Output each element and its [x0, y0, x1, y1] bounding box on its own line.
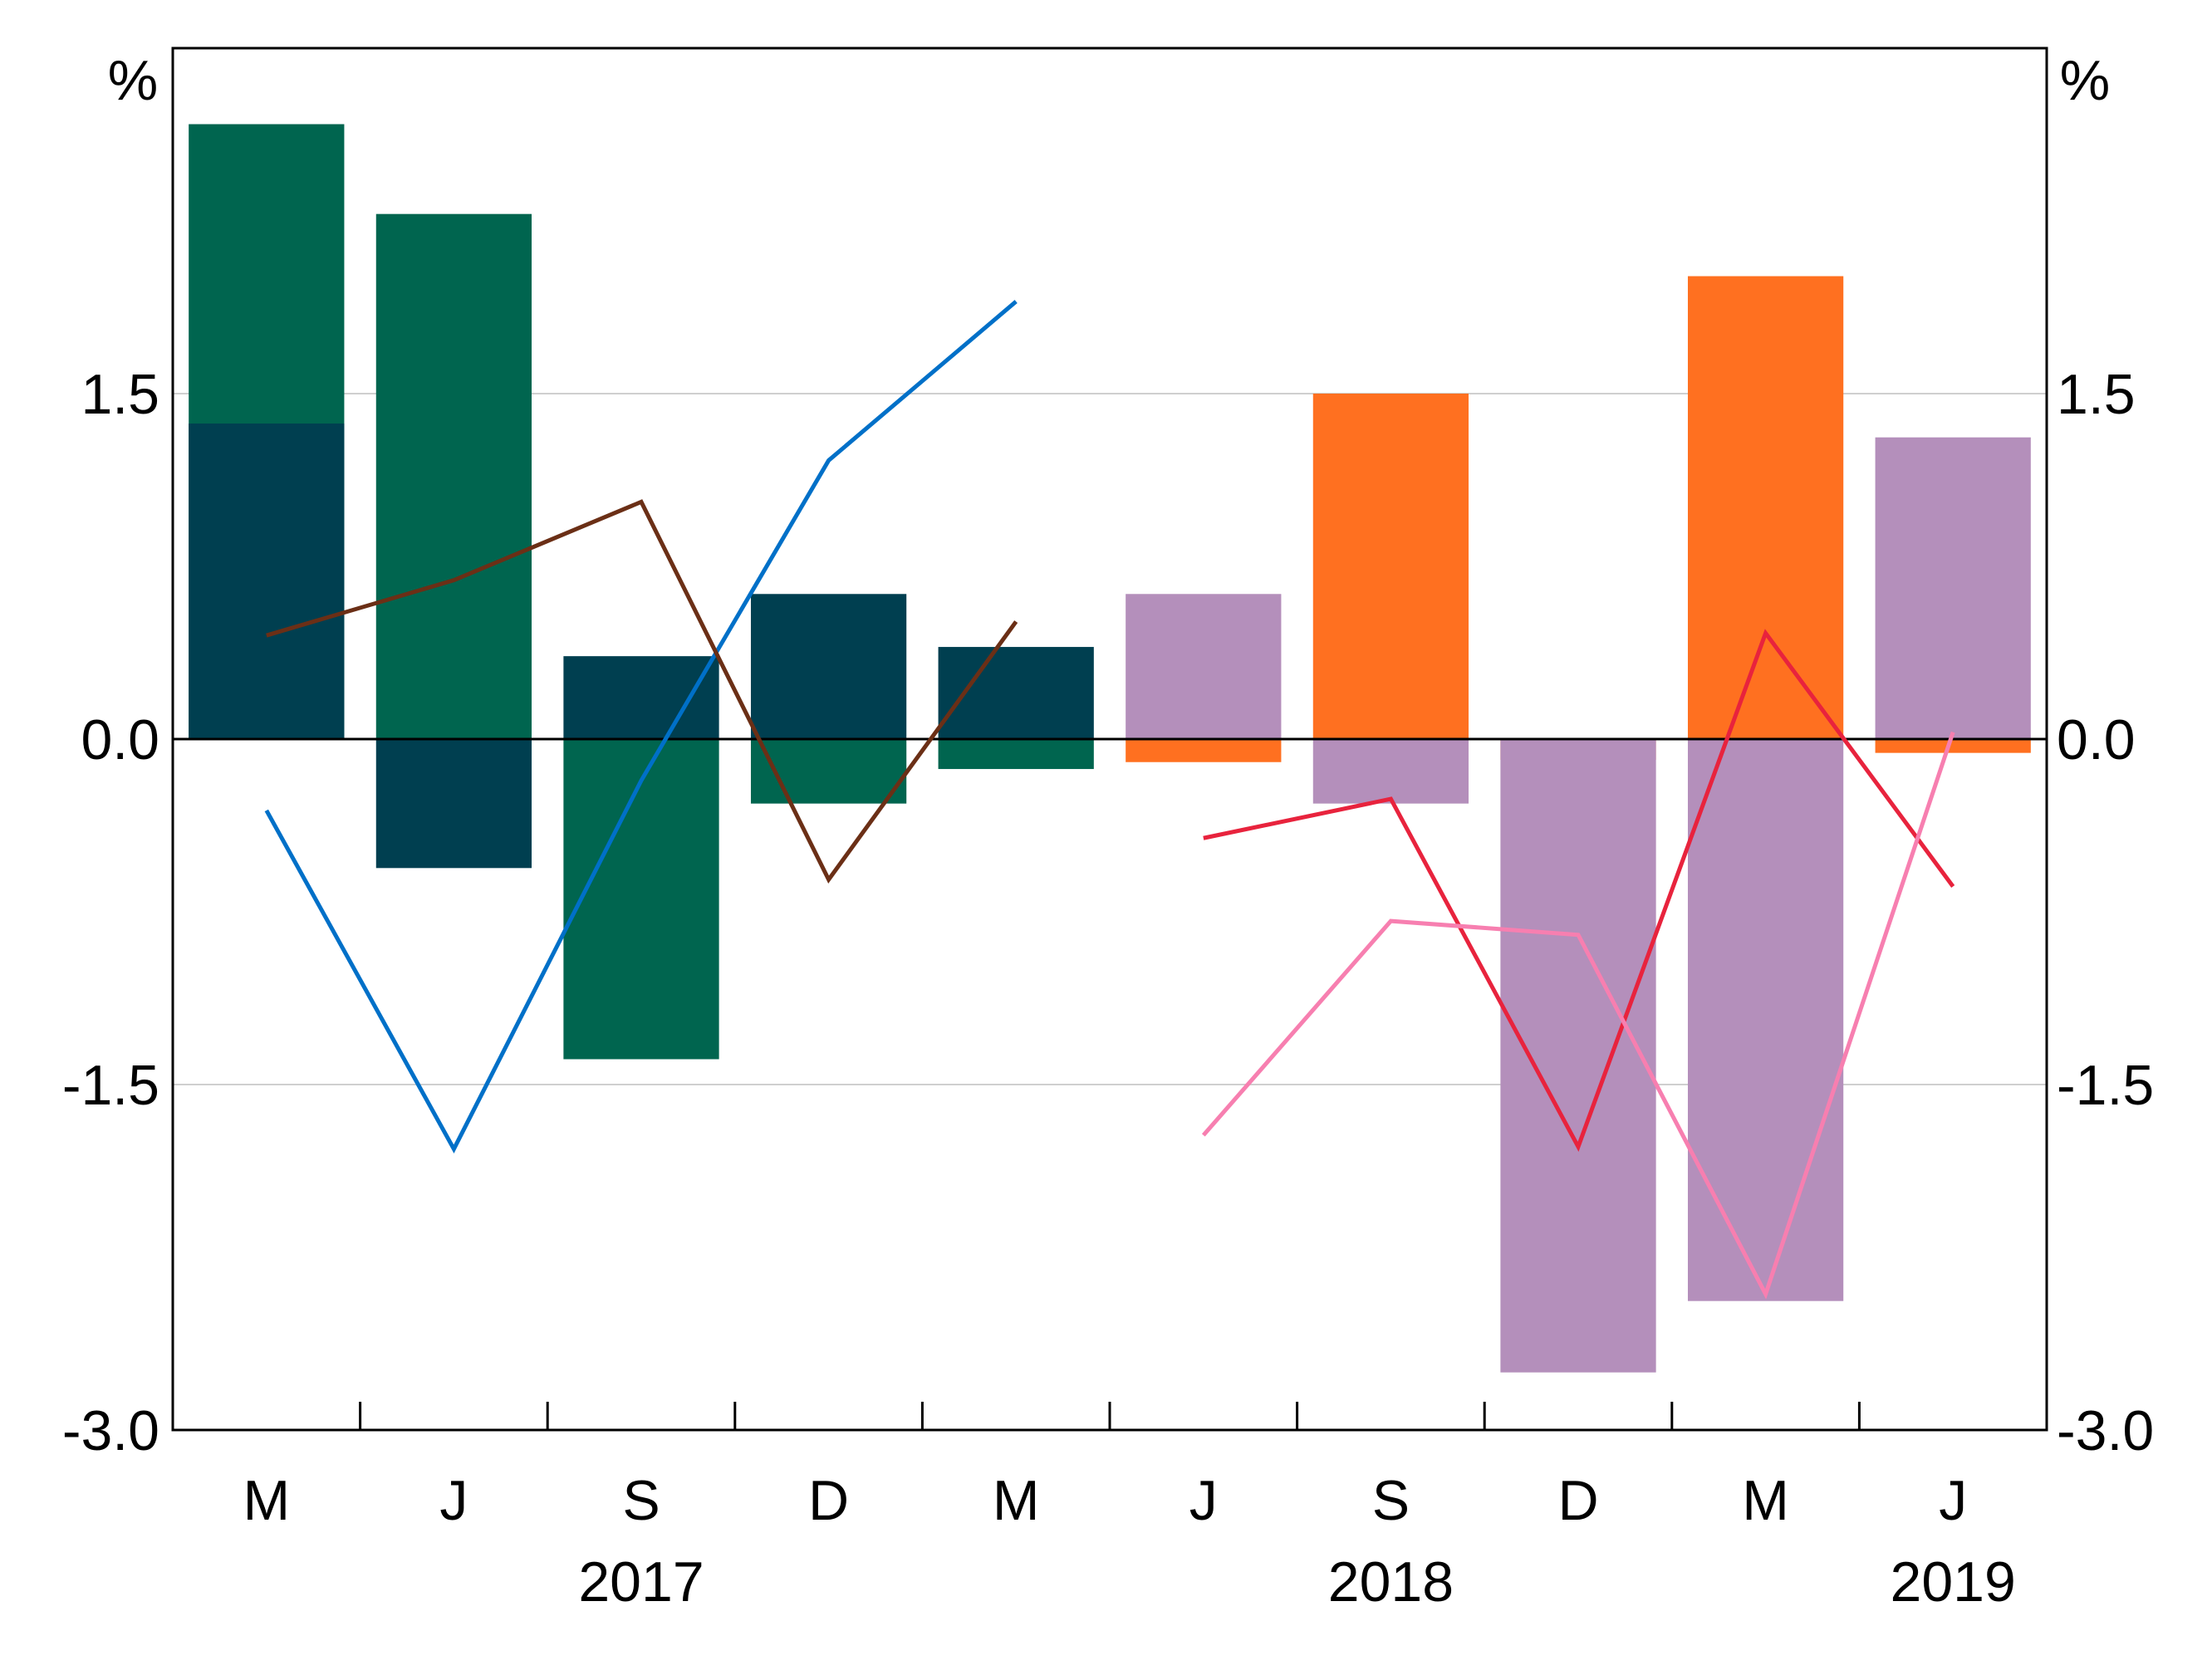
left-unit-label: % — [108, 49, 158, 112]
y-tick-label-right-3: -3.0 — [2057, 1399, 2154, 1462]
bar-s0-1 — [375, 213, 532, 739]
y-tick-label-left-0: 1.5 — [81, 363, 159, 426]
y-tick-label-left-2: -1.5 — [62, 1054, 159, 1117]
line-series-0 — [264, 300, 1018, 1153]
x-tick-label-4: M — [993, 1469, 1040, 1532]
year-label-1: 2018 — [1328, 1550, 1454, 1614]
year-label-2: 2019 — [1891, 1550, 2016, 1614]
bar-s0-4 — [938, 739, 1094, 770]
x-tick-label-6: S — [1372, 1469, 1410, 1532]
x-ticks — [359, 1402, 1861, 1430]
line-series-2 — [1203, 629, 1955, 1152]
x-tick-label-9: J — [1939, 1469, 1967, 1532]
bar-s1-0 — [189, 424, 345, 739]
bar-s3-6 — [1312, 739, 1469, 804]
bar-s3-5 — [1126, 594, 1282, 739]
x-tick-label-5: J — [1189, 1469, 1218, 1532]
bar-s0-2 — [563, 739, 719, 1060]
y-tick-label-left-1: 0.0 — [81, 708, 159, 771]
x-tick-label-1: J — [439, 1469, 468, 1532]
bar-s1-1 — [375, 739, 532, 869]
bar-s3-7 — [1500, 739, 1656, 1373]
bar-s2-9 — [1875, 739, 2031, 753]
bar-s1-2 — [563, 656, 719, 739]
bar-s1-3 — [750, 594, 907, 739]
line-series-3 — [1201, 731, 1955, 1300]
bar-s3-8 — [1687, 739, 1844, 1301]
line-series-1 — [266, 499, 1018, 884]
right-unit-label: % — [2060, 49, 2110, 112]
x-tick-label-7: D — [1557, 1469, 1598, 1532]
y-tick-labels: 1.5 1.5 0.0 0.0 -1.5 -1.5 -3.0 -3.0 — [62, 363, 2154, 1462]
x-tick-label-2: S — [622, 1469, 660, 1532]
x-tick-label-3: D — [808, 1469, 849, 1532]
x-tick-label-0: M — [243, 1469, 290, 1532]
bar-s2-8 — [1687, 276, 1844, 739]
year-label-0: 2017 — [578, 1550, 704, 1614]
bar-s2-6 — [1312, 394, 1469, 739]
bar-s3-9 — [1875, 437, 2031, 739]
y-tick-label-right-1: 0.0 — [2057, 708, 2136, 771]
bar-s1-4 — [938, 647, 1094, 739]
year-labels: 2017 2018 2019 — [578, 1550, 2015, 1614]
bars — [189, 124, 2031, 1373]
series-lines — [264, 300, 1955, 1300]
y-tick-label-right-2: -1.5 — [2057, 1054, 2154, 1117]
y-tick-label-left-3: -3.0 — [62, 1399, 159, 1462]
y-tick-label-right-0: 1.5 — [2057, 363, 2136, 426]
bar-s2-5 — [1126, 739, 1282, 762]
x-tick-label-8: M — [1742, 1469, 1789, 1532]
